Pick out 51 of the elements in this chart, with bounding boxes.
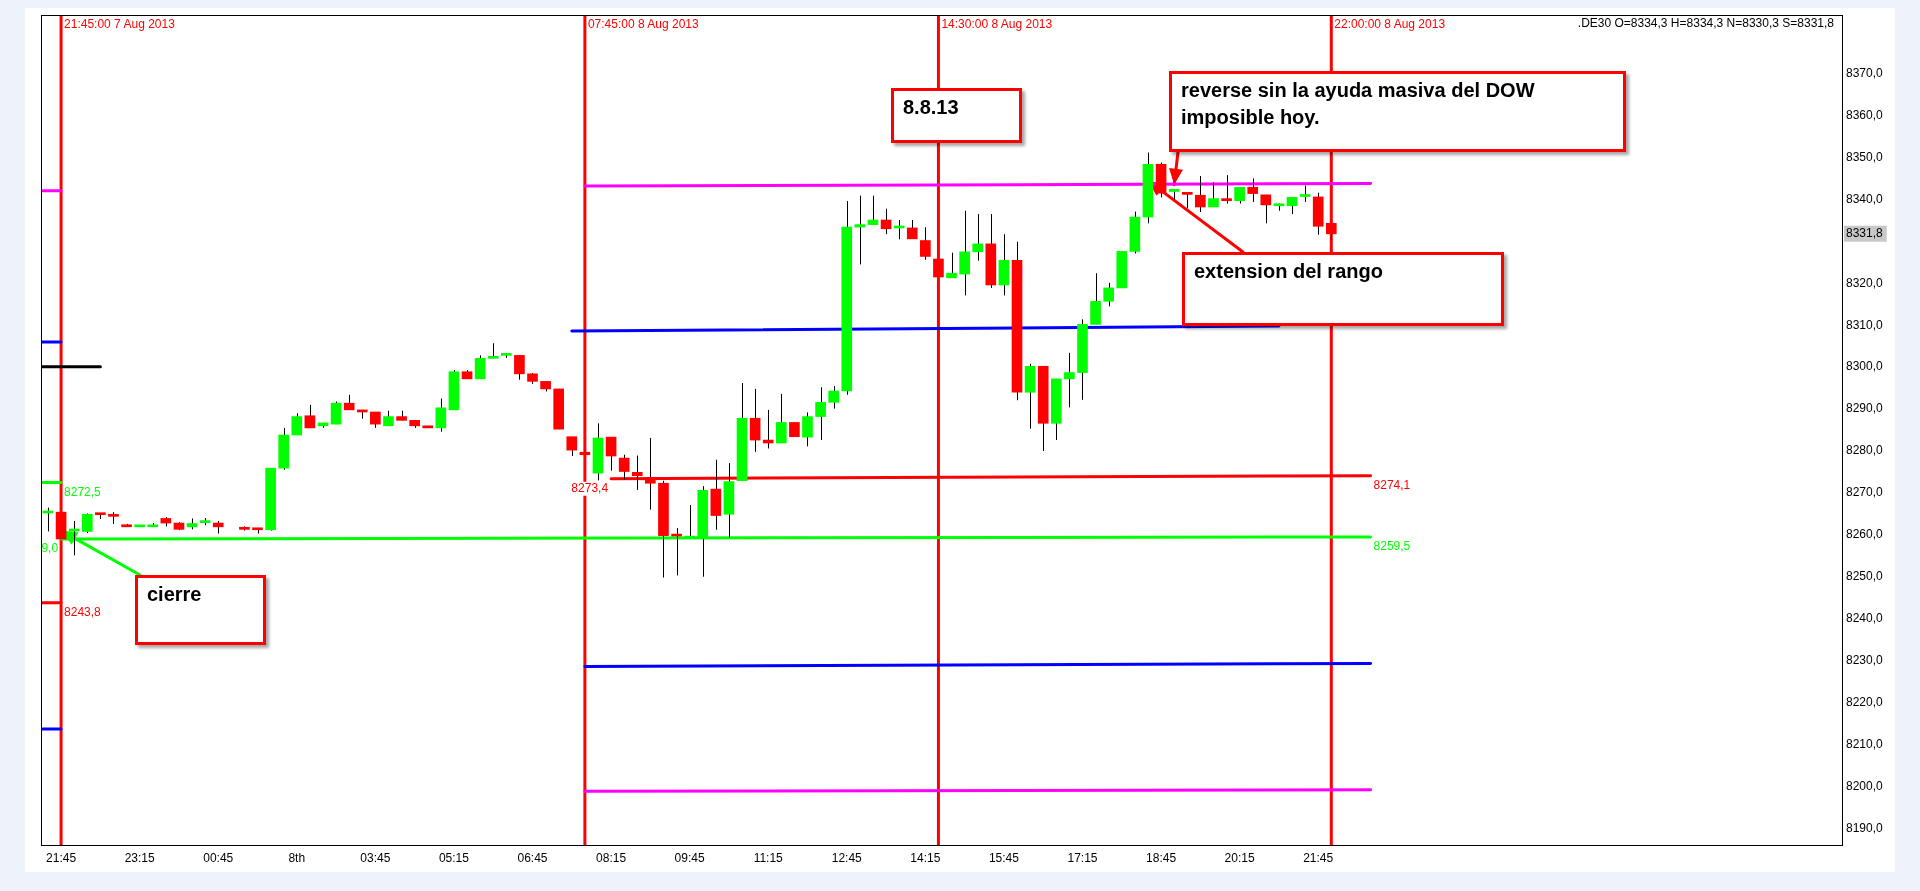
x-tick-label: 21:45 bbox=[46, 850, 77, 865]
y-tick-label: 8240,0 bbox=[1846, 610, 1884, 625]
y-tick-label: 8230,0 bbox=[1846, 652, 1884, 667]
annotation: 8243,8 bbox=[64, 605, 102, 620]
y-tick-label: 8220,0 bbox=[1846, 694, 1884, 709]
annotation: 8259,5 bbox=[1373, 539, 1411, 554]
ref-line-label: 22:00:00 8 Aug 2013 bbox=[1334, 17, 1446, 31]
x-tick-label: 00:45 bbox=[203, 850, 234, 865]
y-tick-label: 8270,0 bbox=[1846, 485, 1884, 500]
annotation: cierre bbox=[146, 582, 203, 607]
y-tick-label: 8300,0 bbox=[1846, 359, 1884, 374]
y-tick-label: 8320,0 bbox=[1846, 275, 1884, 290]
y-tick-label: 8370,0 bbox=[1846, 66, 1884, 80]
x-tick-label: 15:45 bbox=[988, 850, 1020, 865]
annotation: extension del rango bbox=[1193, 259, 1384, 284]
annotation: .DE30 O=8334,3 H=8334,3 N=8330,3 S=8331,8 bbox=[1577, 16, 1835, 31]
x-tick-label: 09:45 bbox=[674, 850, 705, 865]
x-tick-label: 03:45 bbox=[360, 850, 391, 865]
x-tick-label: 20:15 bbox=[1224, 850, 1255, 865]
y-tick-label: 8190,0 bbox=[1846, 820, 1884, 835]
y-tick-label: 8360,0 bbox=[1846, 107, 1884, 122]
x-tick-label: 14:15 bbox=[910, 850, 941, 865]
x-tick-label: 08:15 bbox=[596, 850, 627, 865]
y-tick-label: 8310,0 bbox=[1846, 317, 1884, 332]
annotation: 8.8.13 bbox=[902, 95, 960, 120]
x-tick-label: 21:45 bbox=[1303, 850, 1334, 865]
ref-line-label: 21:45:00 7 Aug 2013 bbox=[64, 17, 176, 31]
y-tick-label: 8260,0 bbox=[1846, 527, 1884, 542]
annotation: 9,0 bbox=[41, 541, 59, 556]
x-tick-label: 8th bbox=[288, 850, 306, 865]
annotation: reverse sin la ayuda masiva del DOW imposible hoy. bbox=[1180, 78, 1536, 130]
y-tick-label: 8290,0 bbox=[1846, 401, 1884, 416]
x-tick-label: 11:15 bbox=[753, 850, 784, 865]
x-tick-label: 05:15 bbox=[438, 850, 470, 865]
y-tick-label: 8340,0 bbox=[1846, 191, 1884, 206]
x-tick-label: 23:15 bbox=[124, 850, 155, 865]
ref-line-label: 14:30:00 8 Aug 2013 bbox=[941, 17, 1053, 31]
x-tick-label: 17:15 bbox=[1067, 850, 1098, 865]
y-tick-label: 8250,0 bbox=[1846, 569, 1884, 584]
x-tick-label: 12:45 bbox=[831, 850, 863, 865]
annotation: 8272,5 bbox=[64, 484, 102, 499]
annotation: 8273,4 bbox=[571, 480, 609, 495]
y-tick-label: 8280,0 bbox=[1846, 443, 1884, 458]
x-tick-label: 06:45 bbox=[517, 850, 548, 865]
y-tick-label: 8200,0 bbox=[1846, 778, 1884, 793]
y-tick-label: 8210,0 bbox=[1846, 736, 1884, 751]
annotation: 8331,8 bbox=[1846, 226, 1884, 241]
annotation: 8274,1 bbox=[1373, 478, 1411, 492]
ref-line-label: 07:45:00 8 Aug 2013 bbox=[587, 17, 699, 31]
y-tick-label: 8350,0 bbox=[1846, 149, 1884, 164]
x-tick-label: 18:45 bbox=[1146, 850, 1177, 865]
